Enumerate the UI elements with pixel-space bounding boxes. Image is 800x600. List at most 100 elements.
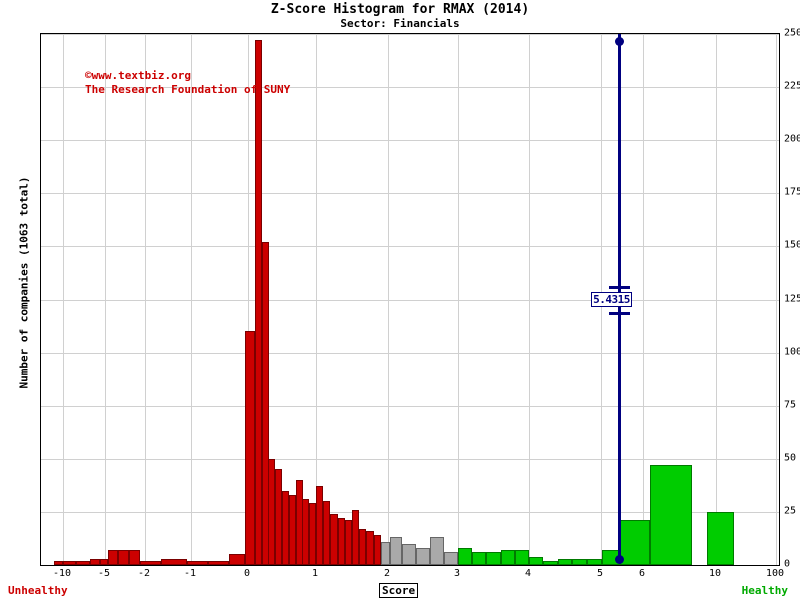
histogram-bar [650,465,693,565]
gridline-horizontal [41,87,779,89]
plot-area: 5.4315 ©www.textbiz.org The Research Fou… [40,33,780,566]
histogram-bar [53,560,63,565]
gridline-vertical [388,34,389,565]
gridline-vertical [105,34,106,565]
gridline-horizontal [41,193,779,195]
credit-line-2: The Research Foundation of SUNY [85,83,291,96]
histogram-bar [402,543,416,565]
gridline-horizontal [41,511,779,513]
x-tick-label: 1 [311,568,319,579]
score-marker-label: 5.4315 [591,291,632,307]
histogram-bar [344,520,352,565]
x-tick-label: 3 [453,568,461,579]
histogram-bar [543,560,558,565]
gridline-vertical [716,34,717,565]
histogram-bar [619,520,651,565]
y-tick-label: 150 [784,239,800,251]
histogram-bar [337,518,345,565]
histogram-bar [288,494,296,565]
score-marker-dot-top [614,37,624,46]
gridline-horizontal [41,458,779,460]
histogram-bar [557,558,573,565]
histogram-bar [63,560,76,565]
x-tick-label: 5 [596,568,604,579]
histogram-bar [316,486,324,565]
y-tick-label: 175 [784,186,800,198]
y-tick-label: 225 [784,80,800,92]
gridline-vertical [529,34,530,565]
histogram-bar [359,528,367,565]
gridline-vertical [458,34,459,565]
score-marker-cap-top [608,285,630,289]
gridline-horizontal [41,34,779,35]
chart-title: Z-Score Histogram for RMAX (2014) [270,2,530,17]
x-tick-label: -10 [52,568,72,579]
histogram-bar [444,552,459,565]
histogram-bar [330,514,338,565]
healthy-label: Healthy [741,584,788,597]
histogram-bar [186,560,209,565]
histogram-bar [275,469,283,565]
histogram-bar [139,560,162,565]
gridline-horizontal [41,299,779,301]
y-tick-label: 200 [784,133,800,145]
credit-line-1: ©www.textbiz.org [85,69,191,82]
x-tick-label: -5 [97,568,111,579]
histogram-bar [295,480,303,565]
histogram-bar [245,331,255,565]
histogram-bar [380,541,390,565]
x-tick-label: 6 [638,568,646,579]
gridline-vertical [316,34,317,565]
gridline-vertical [248,34,249,565]
histogram-bar [416,548,430,565]
copyright-credit: ©www.textbiz.org The Research Foundation… [85,69,290,97]
y-tick-label: 125 [784,293,800,304]
histogram-bar [261,242,269,565]
histogram-bar [281,490,289,565]
x-tick-label: 0 [243,568,251,579]
x-tick-label: 4 [524,568,532,579]
y-axis-title: Number of companies (1063 total) [17,176,31,389]
x-tick-label: -1 [183,568,197,579]
histogram-bar [99,558,109,565]
chart-subtitle: Sector: Financials [340,17,460,30]
y-tick-label: 75 [784,399,797,411]
histogram-bar [309,503,317,565]
x-axis-title: Score [379,583,419,598]
y-tick-label: 100 [784,346,800,358]
y-tick-label: 25 [784,505,797,517]
gridline-horizontal [41,405,779,407]
histogram-bar [472,552,487,565]
histogram-bar [389,537,402,565]
score-marker-dot-bottom [614,555,624,564]
x-tick-label: 100 [765,568,785,579]
gridline-vertical [191,34,192,565]
histogram-bar [161,558,187,565]
histogram-bar [323,501,331,565]
histogram-bar [572,558,587,565]
histogram-bar [302,499,310,565]
histogram-bar [75,560,91,565]
histogram-bar [373,535,381,565]
histogram-bar [254,40,262,565]
gridline-vertical [776,34,777,565]
gridline-vertical [145,34,146,565]
histogram-bar [129,550,140,565]
gridline-vertical [643,34,644,565]
unhealthy-label: Unhealthy [8,584,68,597]
histogram-bar [430,537,444,565]
histogram-bar [486,552,501,565]
histogram-bar [707,511,735,565]
score-marker-cap-bottom [608,311,630,315]
histogram-bar [514,550,530,565]
histogram-bar [366,531,374,565]
y-tick-label: 0 [784,558,791,570]
histogram-bar [108,550,119,565]
gridline-horizontal [41,352,779,354]
histogram-bar [208,560,230,565]
histogram-bar [458,548,473,565]
histogram-bar [352,509,360,565]
gridline-horizontal [41,140,779,142]
x-tick-label: 10 [708,568,722,579]
histogram-bar [90,558,101,565]
